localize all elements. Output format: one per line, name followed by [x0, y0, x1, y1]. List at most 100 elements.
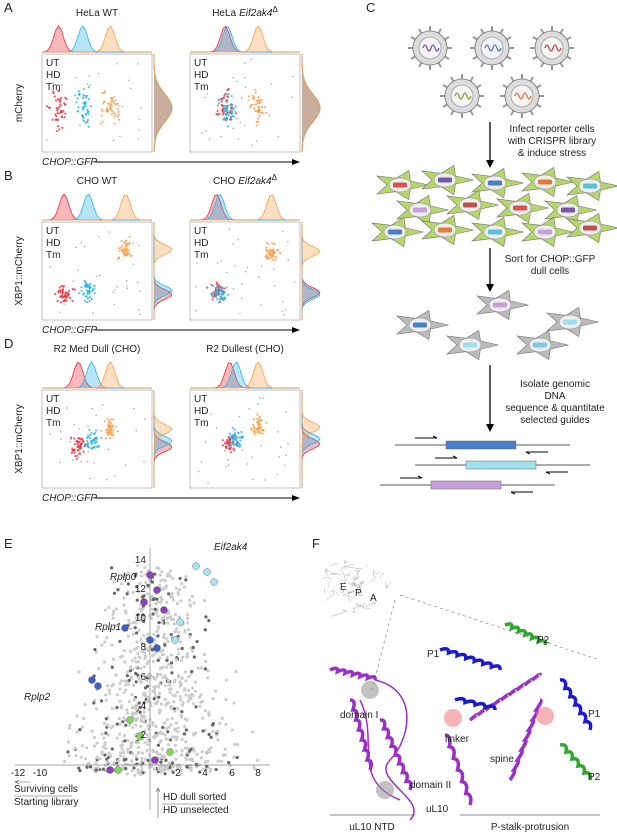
virus-spike: [444, 36, 450, 41]
dot: [284, 464, 286, 466]
dot: [107, 751, 111, 755]
dot: [220, 260, 223, 262]
side-histogram: [153, 222, 173, 320]
dot: [90, 298, 93, 301]
dot: [294, 281, 296, 283]
dot: [90, 447, 93, 451]
gene-dot: [94, 682, 102, 690]
dot: [153, 572, 157, 576]
dot: [86, 120, 89, 123]
dot: [182, 689, 186, 693]
dot: [165, 658, 169, 662]
dot: [110, 426, 113, 429]
ribosome-strand: [322, 577, 331, 580]
panel-letter: D: [4, 336, 13, 351]
dot: [270, 252, 273, 255]
dot: [262, 397, 265, 399]
dot: [160, 570, 164, 574]
dot: [107, 425, 110, 428]
dot: [58, 286, 61, 289]
dot: [89, 433, 92, 437]
dot: [200, 461, 203, 463]
dot: [205, 130, 207, 133]
dot: [181, 655, 185, 659]
y-tick-label: 8: [140, 642, 146, 653]
legend-label: Tm: [46, 418, 60, 429]
dot: [160, 732, 164, 736]
y-label: XBP1::mCherry: [14, 404, 25, 473]
title-part: Δ: [272, 173, 278, 182]
dot: [125, 674, 129, 678]
dot: [70, 451, 73, 454]
side-histogram: [301, 54, 321, 153]
dot: [174, 757, 178, 761]
dot: [184, 755, 188, 759]
dot: [218, 298, 222, 301]
dot: [204, 750, 209, 754]
histogram: [42, 194, 152, 221]
dot: [125, 279, 128, 282]
dot: [110, 112, 114, 116]
dot: [125, 252, 129, 255]
gene-dot: [121, 624, 129, 632]
dot: [114, 288, 116, 291]
dot: [274, 258, 277, 262]
dot: [128, 252, 131, 255]
dot: [107, 431, 110, 434]
dot: [57, 97, 60, 101]
plot-title: HeLa WT: [76, 8, 118, 19]
dot: [250, 730, 255, 734]
dot: [129, 665, 133, 669]
guide: [538, 229, 552, 235]
dot: [109, 726, 113, 730]
dna-guide: [430, 480, 502, 490]
dot: [138, 705, 142, 710]
dot: [102, 100, 106, 104]
dot: [234, 435, 238, 438]
dot: [258, 100, 262, 103]
dot: [86, 297, 89, 300]
virus-spike: [437, 28, 442, 34]
plot-title: R2 Med Dull (CHO): [54, 344, 141, 355]
dot: [109, 418, 113, 421]
dot: [119, 246, 122, 249]
dot: [63, 102, 66, 105]
dot: [105, 757, 109, 761]
dot: [199, 693, 203, 697]
dot: [136, 751, 140, 755]
dot: [87, 425, 89, 428]
dot: [176, 652, 181, 656]
dot: [144, 648, 149, 652]
dot: [113, 122, 116, 125]
dot: [222, 96, 225, 100]
dot: [118, 687, 122, 691]
dot: [223, 753, 227, 757]
dot: [223, 291, 226, 294]
dot: [125, 708, 129, 712]
dot: [138, 244, 140, 247]
dot: [116, 430, 119, 433]
dot: [273, 251, 276, 254]
dot: [106, 418, 109, 421]
virus-spike: [472, 55, 478, 60]
dot: [220, 290, 223, 293]
dot: [141, 613, 145, 617]
dot: [159, 600, 163, 604]
dot: [167, 662, 171, 667]
dot: [58, 105, 61, 108]
dot: [253, 103, 256, 106]
dot: [204, 441, 207, 444]
dot: [193, 680, 198, 684]
panel-letter: C: [366, 0, 375, 15]
dot: [73, 443, 76, 446]
dot: [95, 438, 98, 441]
ribosome-strand: [343, 574, 351, 579]
dot: [59, 438, 62, 440]
dot: [178, 588, 182, 592]
highlight: [376, 781, 394, 799]
dot: [201, 729, 205, 733]
dot: [60, 284, 63, 288]
dot: [121, 720, 125, 724]
dot: [178, 694, 182, 699]
dot: [161, 648, 165, 652]
